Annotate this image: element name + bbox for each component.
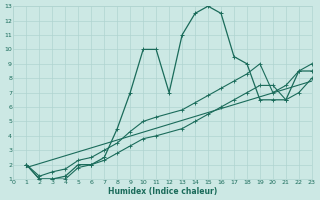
X-axis label: Humidex (Indice chaleur): Humidex (Indice chaleur) [108, 187, 217, 196]
